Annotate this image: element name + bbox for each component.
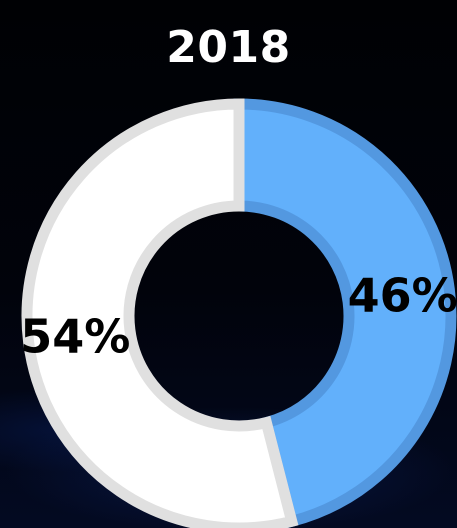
donut-slice-0 xyxy=(233,98,457,528)
donut-slices xyxy=(21,98,457,528)
donut-slice-1 xyxy=(21,98,299,528)
slice-label-1: 54% xyxy=(20,310,130,364)
chart-title: 2018 xyxy=(166,22,291,73)
donut-labels: 46% 54% xyxy=(20,268,457,363)
slice-label-0: 46% xyxy=(348,268,457,322)
